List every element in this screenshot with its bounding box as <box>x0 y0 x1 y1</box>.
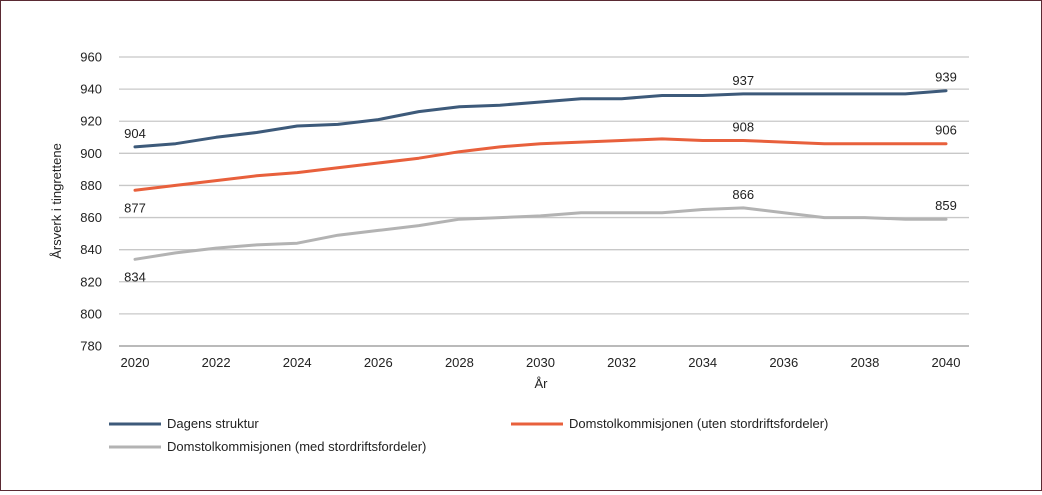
x-tick-label-2022: 2022 <box>202 355 231 370</box>
x-tick-label-2028: 2028 <box>445 355 474 370</box>
x-tick-label-2026: 2026 <box>364 355 393 370</box>
y-tick-label-860: 860 <box>80 210 102 225</box>
data-label-uten-stordriftsfordeler-2020: 877 <box>124 200 146 215</box>
data-label-dagens-struktur-2035: 937 <box>732 73 754 88</box>
legend-label-uten-stordriftsfordeler: Domstolkommisjonen (uten stordriftsforde… <box>569 416 828 431</box>
x-tick-label-2020: 2020 <box>121 355 150 370</box>
y-tick-label-920: 920 <box>80 114 102 129</box>
data-label-med-stordriftsfordeler-2020: 834 <box>124 269 146 284</box>
x-tick-label-2024: 2024 <box>283 355 312 370</box>
data-label-med-stordriftsfordeler-2040: 859 <box>935 198 957 213</box>
y-axis-ticks: 780 800 820 840 860 880 900 920 940 960 <box>80 50 102 354</box>
y-tick-label-960: 960 <box>80 50 102 65</box>
x-tick-label-2038: 2038 <box>850 355 879 370</box>
legend-label-med-stordriftsfordeler: Domstolkommisjonen (med stordriftsfordel… <box>167 439 426 454</box>
data-label-dagens-struktur-2040: 939 <box>935 70 957 85</box>
data-label-uten-stordriftsfordeler-2040: 906 <box>935 123 957 138</box>
series-lines <box>133 89 948 261</box>
legend: Dagens struktur Domstolkommisjonen (uten… <box>109 416 828 454</box>
series-line-uten-stordriftsfordeler <box>133 137 948 192</box>
data-label-uten-stordriftsfordeler-2035: 908 <box>732 119 754 134</box>
data-label-med-stordriftsfordeler-2035: 866 <box>732 187 754 202</box>
y-tick-label-880: 880 <box>80 178 102 193</box>
y-tick-label-800: 800 <box>80 306 102 321</box>
x-tick-label-2032: 2032 <box>607 355 636 370</box>
data-labels: 904 937 939 877 908 906 834 866 859 <box>124 70 957 285</box>
x-tick-label-2040: 2040 <box>932 355 961 370</box>
x-axis-title: År <box>535 376 549 391</box>
legend-label-dagens-struktur: Dagens struktur <box>167 416 259 431</box>
x-axis-ticks: 2020 2022 2024 2026 2028 2030 2032 2034 2036 2038… <box>121 355 961 370</box>
series-line-dagens-struktur <box>133 89 948 149</box>
y-tick-label-820: 820 <box>80 274 102 289</box>
y-axis-title: Årsverk i tingrettene <box>49 143 64 259</box>
series-line-med-stordriftsfordeler <box>133 206 948 261</box>
x-tick-label-2034: 2034 <box>688 355 717 370</box>
data-label-dagens-struktur-2020: 904 <box>124 126 146 141</box>
y-tick-label-840: 840 <box>80 242 102 257</box>
y-tick-label-780: 780 <box>80 339 102 354</box>
x-tick-label-2036: 2036 <box>769 355 798 370</box>
gridlines <box>119 56 969 347</box>
y-tick-label-940: 940 <box>80 82 102 97</box>
x-tick-label-2030: 2030 <box>526 355 555 370</box>
y-tick-label-900: 900 <box>80 146 102 161</box>
